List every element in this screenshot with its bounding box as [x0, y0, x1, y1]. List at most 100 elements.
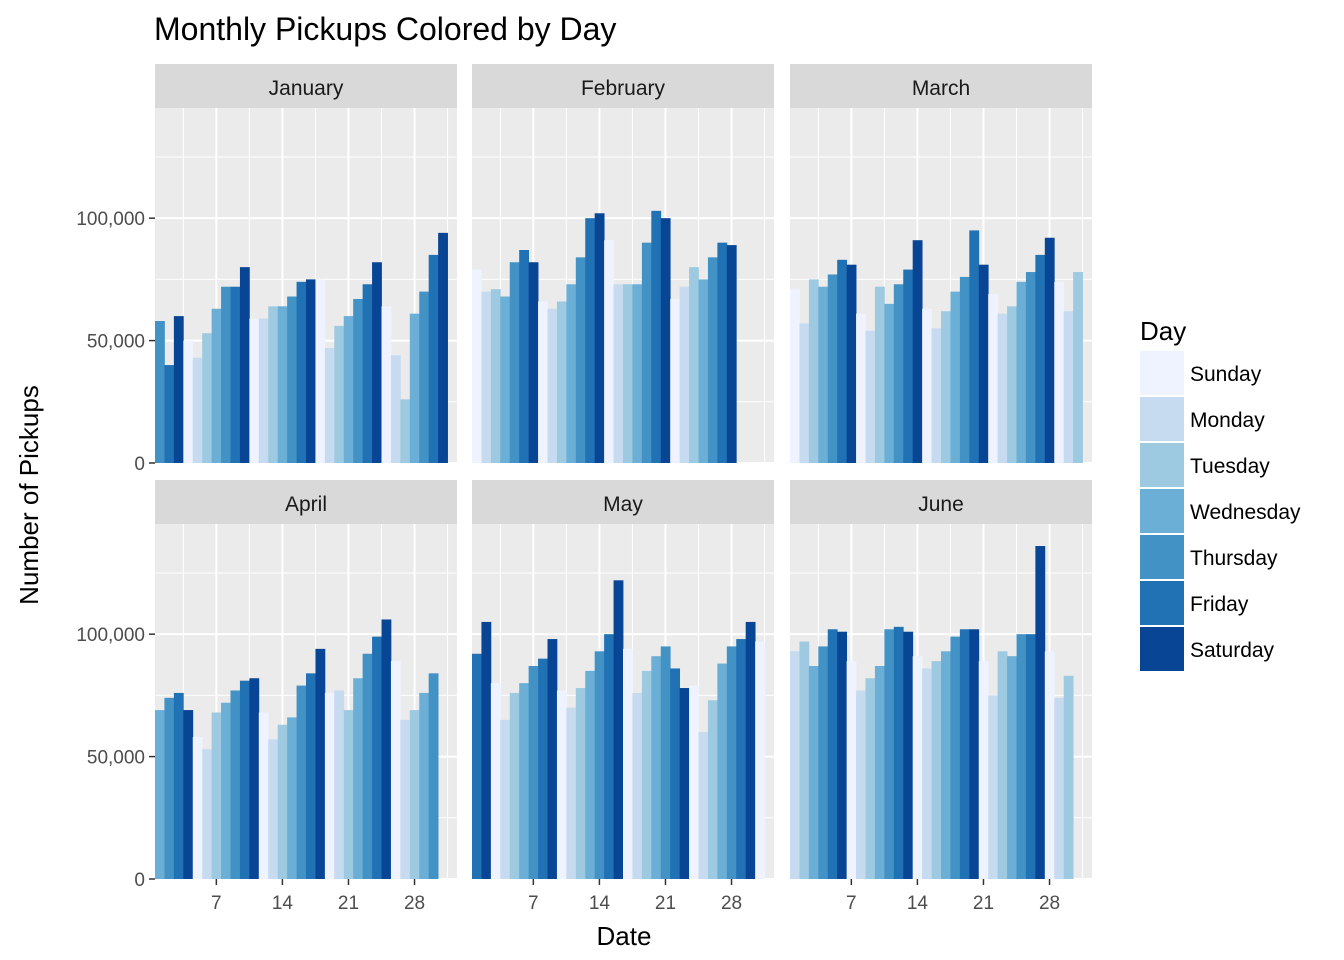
bar	[211, 308, 222, 463]
legend-title: Day	[1140, 316, 1186, 346]
bar	[632, 284, 643, 463]
bar	[315, 648, 326, 879]
bar	[277, 306, 288, 463]
bar	[679, 286, 690, 463]
bar	[670, 668, 681, 879]
bar	[258, 712, 269, 879]
bar	[660, 218, 671, 463]
bar	[707, 257, 718, 463]
bar	[893, 626, 904, 879]
bar	[988, 294, 999, 463]
bar	[372, 262, 382, 463]
bar	[519, 683, 530, 879]
y-tick-label: 100,000	[76, 209, 145, 230]
bar	[296, 281, 307, 463]
x-tick-label: 7	[211, 893, 222, 914]
facet-panel: March	[790, 64, 1092, 464]
bar	[428, 673, 439, 879]
facet-strip	[155, 480, 457, 524]
facet-strip	[472, 480, 774, 524]
bar	[969, 629, 980, 879]
bar	[164, 697, 175, 879]
bar	[1007, 306, 1017, 463]
bar	[164, 365, 175, 463]
bar	[400, 399, 411, 463]
bar	[707, 700, 718, 879]
bar	[239, 267, 250, 463]
bar	[1016, 281, 1027, 463]
bar	[1025, 634, 1036, 879]
bar	[287, 717, 297, 879]
bar	[221, 702, 231, 879]
bar	[528, 666, 539, 879]
bar	[585, 670, 596, 879]
bar	[192, 357, 203, 463]
bar	[472, 269, 482, 463]
bar	[490, 683, 501, 879]
bar	[594, 651, 605, 879]
y-tick-label: 0	[134, 454, 145, 475]
bar	[173, 316, 184, 463]
x-tick-label: 14	[907, 893, 929, 914]
facet-strip	[155, 64, 457, 108]
bar	[287, 296, 297, 463]
bar	[670, 298, 681, 463]
bar	[651, 210, 662, 463]
bar	[1025, 272, 1036, 463]
legend-key	[1140, 489, 1184, 533]
bar	[931, 328, 942, 463]
bar	[874, 286, 885, 463]
bar	[903, 631, 914, 879]
bar	[230, 286, 241, 463]
bar	[481, 291, 492, 463]
bar	[959, 276, 970, 463]
bar	[623, 284, 633, 463]
x-tick-label: 7	[528, 893, 539, 914]
bar	[155, 321, 165, 463]
bar	[438, 232, 448, 463]
bar	[790, 651, 800, 879]
bar	[1044, 237, 1055, 463]
facet-strip-label: February	[581, 77, 666, 100]
facet-panel: January 0 50,000 100,000	[76, 64, 457, 475]
bar	[717, 242, 728, 463]
bar	[173, 692, 184, 879]
bar	[1063, 675, 1074, 879]
legend: Sunday Monday Tuesday Wednesday Thursday Frid…	[1140, 351, 1301, 671]
facet-strip	[790, 64, 1092, 108]
bar	[651, 656, 662, 879]
bar	[865, 330, 876, 463]
x-axis-label: Date	[597, 921, 652, 951]
bar	[988, 695, 999, 879]
facet-panel: June 7 14 21 28	[790, 480, 1092, 914]
bar	[1054, 697, 1065, 879]
bar	[419, 291, 430, 463]
bar	[585, 218, 596, 463]
bar	[419, 692, 430, 879]
bar	[481, 621, 492, 879]
bar	[1007, 656, 1017, 879]
chart-title: Monthly Pickups Colored by Day	[154, 11, 616, 47]
bar	[818, 286, 829, 463]
legend-key	[1140, 627, 1184, 671]
bar	[818, 646, 829, 879]
bar	[689, 267, 699, 463]
x-tick-label: 28	[1039, 893, 1060, 914]
bar	[353, 678, 364, 879]
bar	[268, 306, 279, 463]
bar	[912, 656, 923, 879]
y-tick-label: 50,000	[87, 332, 145, 353]
bar	[884, 303, 895, 463]
bar	[641, 242, 652, 463]
x-tick-label: 21	[338, 893, 359, 914]
bar	[698, 279, 709, 463]
bar	[827, 274, 838, 463]
bar	[390, 355, 401, 463]
y-tick-label: 100,000	[76, 625, 145, 646]
facet-panel: April 0 50,000 100,000 7 14 21 28	[76, 480, 457, 914]
bar	[249, 318, 260, 463]
bar	[717, 663, 728, 879]
x-tick-label: 14	[589, 893, 611, 914]
bar	[315, 279, 326, 463]
bar	[745, 621, 756, 879]
